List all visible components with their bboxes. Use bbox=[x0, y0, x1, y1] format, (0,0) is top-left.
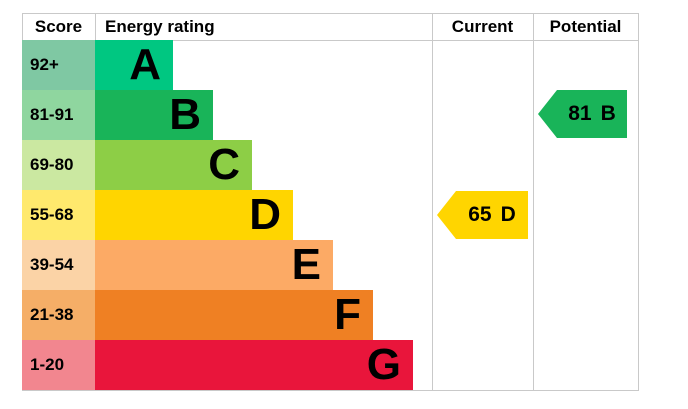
band-bar-c: C bbox=[95, 140, 252, 190]
potential-column-border bbox=[533, 13, 534, 390]
score-range-c: 69-80 bbox=[22, 140, 95, 190]
band-bar-e: E bbox=[95, 240, 333, 290]
score-column-border bbox=[95, 13, 96, 40]
header-left-border bbox=[22, 13, 23, 40]
score-range-f: 21-38 bbox=[22, 290, 95, 340]
score-range-a: 92+ bbox=[22, 40, 95, 90]
potential-rating-arrow: 81 B bbox=[538, 90, 627, 138]
score-range-g: 1-20 bbox=[22, 340, 95, 390]
current-rating-grade: D bbox=[500, 203, 516, 226]
current-rating-arrow: 65 D bbox=[437, 191, 528, 239]
band-bar-g: G bbox=[95, 340, 413, 390]
potential-rating-value: 81 bbox=[568, 102, 592, 125]
score-range-e: 39-54 bbox=[22, 240, 95, 290]
score-range-b: 81-91 bbox=[22, 90, 95, 140]
potential-rating-grade: B bbox=[600, 102, 616, 125]
table-top-border bbox=[22, 13, 639, 14]
header-bottom-border bbox=[22, 40, 639, 41]
band-bar-b: B bbox=[95, 90, 213, 140]
current-column-header: Current bbox=[451, 17, 514, 36]
current-rating-value: 65 bbox=[468, 203, 492, 226]
band-bar-f: F bbox=[95, 290, 373, 340]
band-bar-a: A bbox=[95, 40, 173, 90]
score-column-header: Score bbox=[34, 17, 83, 36]
potential-column-header: Potential bbox=[549, 17, 622, 36]
current-column-border bbox=[432, 13, 433, 390]
table-bottom-border bbox=[22, 390, 639, 391]
band-bar-d: D bbox=[95, 190, 293, 240]
energy-rating-column-header: Energy rating bbox=[105, 17, 215, 36]
table-right-border bbox=[638, 13, 639, 390]
score-range-d: 55-68 bbox=[22, 190, 95, 240]
